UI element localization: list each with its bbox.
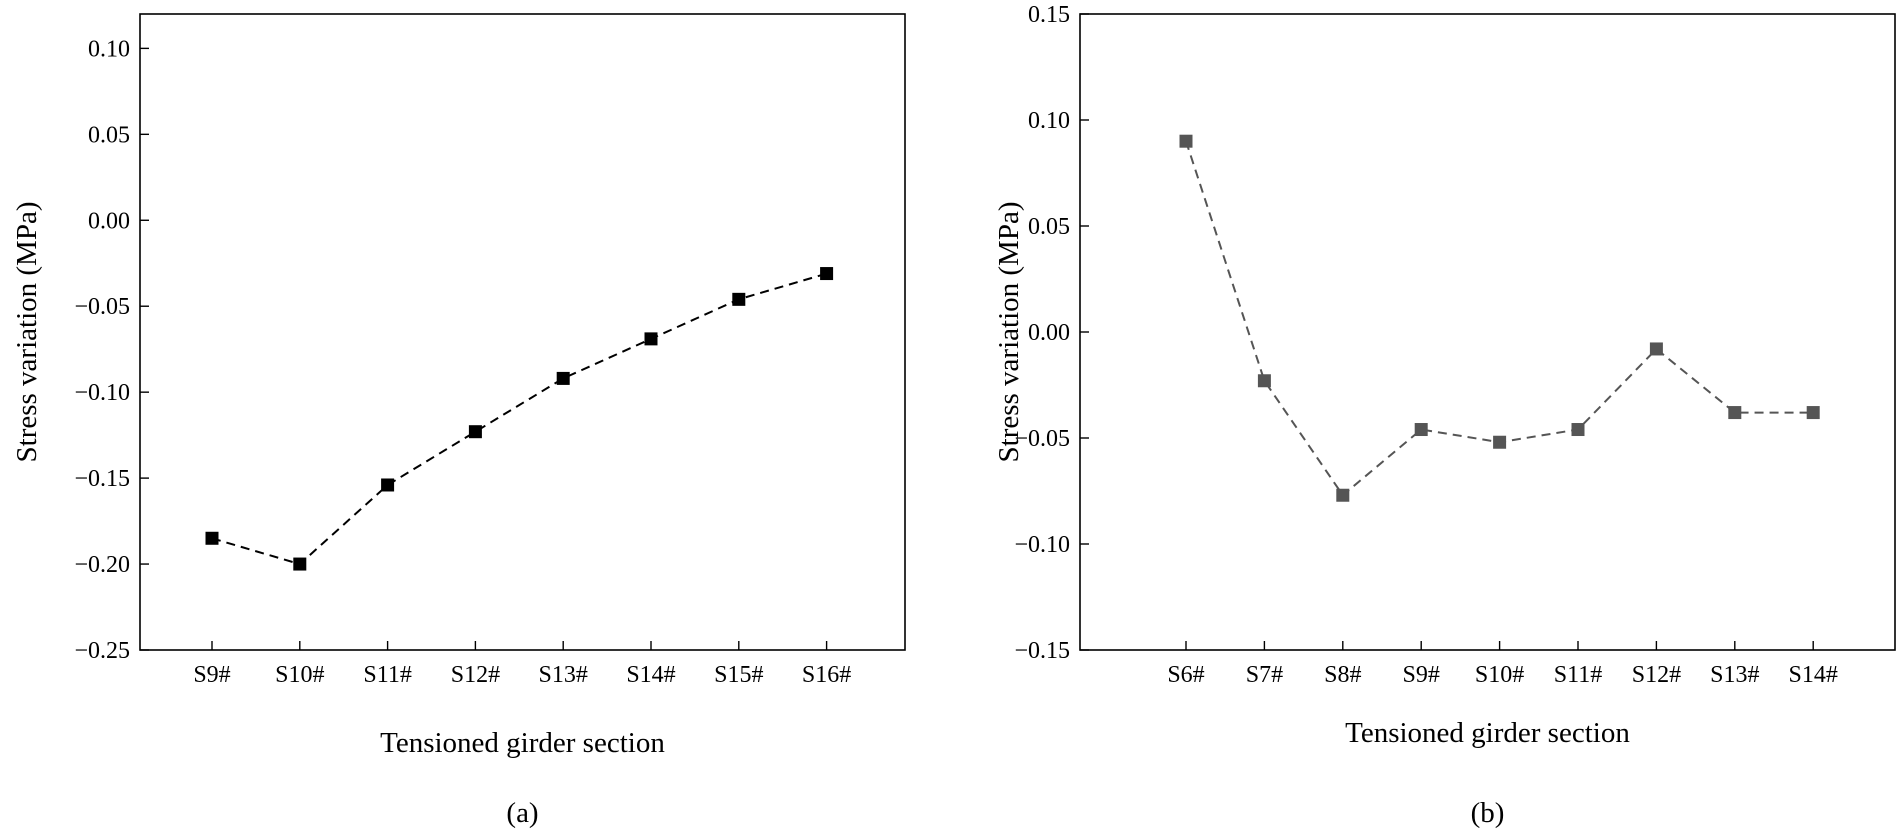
x-tick-label: S16# <box>802 662 851 688</box>
x-tick-label: S9# <box>1403 662 1440 688</box>
x-tick-label: S14# <box>1789 662 1838 688</box>
x-tick-label: S13# <box>1710 662 1759 688</box>
plot-frame <box>139 13 906 651</box>
data-point-marker <box>644 332 658 346</box>
chart-panel-a: −0.25 −0.20 −0.15 −0.10 −0.05 0.00 0.05 0.10 S9#… <box>11 13 906 829</box>
y-tick-label: 0.05 <box>1028 214 1070 240</box>
data-point-marker <box>820 267 834 281</box>
data-point-marker <box>1414 423 1428 437</box>
y-tick-label: −0.25 <box>74 638 130 664</box>
x-tick-label: S12# <box>1632 662 1681 688</box>
data-point-marker <box>1571 423 1585 437</box>
x-tick-label: S15# <box>714 662 763 688</box>
y-tick-label: −0.10 <box>74 380 130 406</box>
x-tick-label: S6# <box>1167 662 1204 688</box>
y-tick-label: 0.00 <box>88 208 130 234</box>
data-point-marker <box>293 557 307 571</box>
data-point-marker <box>1179 134 1193 148</box>
plot-frame <box>1079 13 1896 651</box>
y-axis-title: Stress variation (MPa) <box>993 202 1025 463</box>
x-tick-label: S10# <box>1475 662 1524 688</box>
data-point-marker <box>1728 406 1742 420</box>
y-tick-label: 0.10 <box>88 36 130 62</box>
data-point-marker <box>468 425 482 439</box>
x-tick-label: S11# <box>1554 662 1602 688</box>
data-point-marker <box>1806 406 1820 420</box>
y-tick-label: 0.05 <box>88 122 130 148</box>
x-tick-label: S9# <box>193 662 230 688</box>
y-tick-label: −0.20 <box>74 552 130 578</box>
y-tick-label: −0.15 <box>1014 638 1070 664</box>
x-tick-label: S11# <box>363 662 411 688</box>
x-tick-label: S8# <box>1324 662 1361 688</box>
data-point-marker <box>1649 342 1663 356</box>
x-tick-label: S12# <box>451 662 500 688</box>
y-tick-label: −0.05 <box>74 294 130 320</box>
x-tick-label: S10# <box>275 662 324 688</box>
data-point-marker <box>205 531 219 545</box>
y-tick-label: 0.15 <box>1028 2 1070 28</box>
x-tick-label: S13# <box>539 662 588 688</box>
x-axis-title: Tensioned girder section <box>1345 717 1630 749</box>
y-tick-label: −0.15 <box>74 466 130 492</box>
panel-label: (b) <box>1471 797 1505 829</box>
y-tick-label: 0.00 <box>1028 320 1070 346</box>
y-axis-title: Stress variation (MPa) <box>11 202 43 463</box>
data-point-marker <box>381 478 395 492</box>
x-tick-label: S7# <box>1246 662 1283 688</box>
data-point-marker <box>556 371 570 385</box>
data-point-marker <box>1336 488 1350 502</box>
series-line <box>211 272 827 566</box>
data-point-marker <box>1493 435 1507 449</box>
data-point-marker <box>1257 374 1271 388</box>
panel-label: (a) <box>506 797 538 829</box>
x-axis-title: Tensioned girder section <box>380 727 665 759</box>
data-point-marker <box>732 292 746 306</box>
y-tick-label: 0.10 <box>1028 108 1070 134</box>
y-tick-label: −0.05 <box>1014 426 1070 452</box>
chart-panel-b: −0.15 −0.10 −0.05 0.00 0.05 0.10 0.15 S6# S7# S8#… <box>993 2 1896 829</box>
x-tick-label: S14# <box>626 662 675 688</box>
y-tick-label: −0.10 <box>1014 532 1070 558</box>
